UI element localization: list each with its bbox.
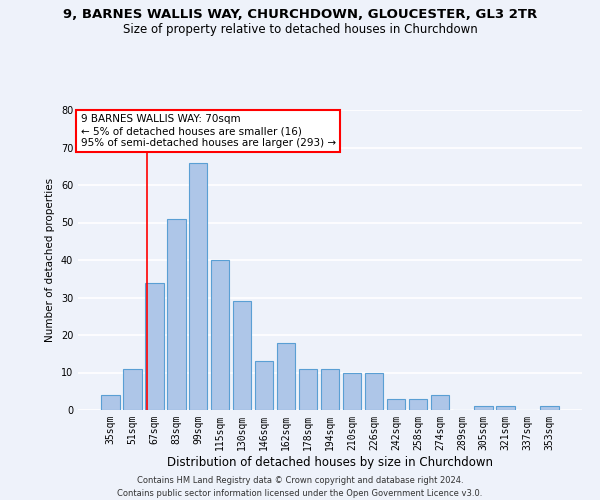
Bar: [386, 399, 405, 410]
X-axis label: Distribution of detached houses by size in Churchdown: Distribution of detached houses by size …: [167, 456, 493, 468]
Bar: [189, 162, 208, 410]
Bar: [145, 282, 164, 410]
Text: 9, BARNES WALLIS WAY, CHURCHDOWN, GLOUCESTER, GL3 2TR: 9, BARNES WALLIS WAY, CHURCHDOWN, GLOUCE…: [63, 8, 537, 20]
Bar: [320, 369, 340, 410]
Bar: [233, 301, 251, 410]
Bar: [365, 372, 383, 410]
Bar: [496, 406, 515, 410]
Bar: [475, 406, 493, 410]
Bar: [123, 369, 142, 410]
Bar: [211, 260, 229, 410]
Bar: [167, 219, 185, 410]
Y-axis label: Number of detached properties: Number of detached properties: [45, 178, 55, 342]
Text: 9 BARNES WALLIS WAY: 70sqm
← 5% of detached houses are smaller (16)
95% of semi-: 9 BARNES WALLIS WAY: 70sqm ← 5% of detac…: [80, 114, 335, 148]
Bar: [101, 395, 119, 410]
Bar: [277, 342, 295, 410]
Bar: [541, 406, 559, 410]
Bar: [255, 361, 274, 410]
Text: Contains HM Land Registry data © Crown copyright and database right 2024.
Contai: Contains HM Land Registry data © Crown c…: [118, 476, 482, 498]
Bar: [299, 369, 317, 410]
Bar: [431, 395, 449, 410]
Text: Size of property relative to detached houses in Churchdown: Size of property relative to detached ho…: [122, 22, 478, 36]
Bar: [343, 372, 361, 410]
Bar: [409, 399, 427, 410]
